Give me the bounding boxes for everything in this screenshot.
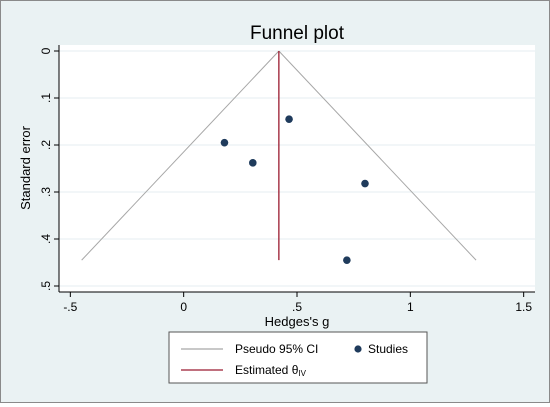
x-axis-label: Hedges's g [265,314,330,329]
legend-estimate-subscript: IV [298,369,306,378]
study-point-4 [343,256,351,264]
legend-studies-swatch [354,345,362,353]
grid-lines [59,50,535,287]
y-tick-label-5: .5 [39,281,53,291]
y-tick-label-1: .1 [39,93,53,103]
y-tick-label-0: 0 [39,47,53,54]
pseudo-ci-line-right [278,50,477,261]
study-point-0 [220,138,229,147]
x-tick-label-3: 1 [407,300,414,314]
plot-marks [81,50,477,264]
legend-ci-label: Pseudo 95% CI [235,342,318,356]
x-tick-label-4: 1.5 [515,300,532,314]
y-axis-label: Standard error [18,125,33,209]
legend-studies-label: Studies [368,342,408,356]
x-tick-label-0: -.5 [63,300,77,314]
legend-estimate-label: Estimated θIV [235,363,307,378]
y-tick-label-2: .2 [39,140,53,150]
x-tick-label-2: .5 [292,300,302,314]
y-tick-label-3: .3 [39,187,53,197]
plot-area [59,45,535,292]
legend-estimate-text: Estimated θ [235,363,299,377]
study-point-1 [249,159,257,167]
chart-title: Funnel plot [250,23,345,44]
study-point-3 [361,179,369,188]
legend: Pseudo 95% CI Studies Estimated θIV [168,331,428,384]
legend-box [168,331,428,384]
x-axis-ticks: -.5 0 .5 1 1.5 [63,292,532,314]
study-point-2 [285,115,293,123]
y-axis-ticks: 0 .1 .2 .3 .4 .5 [39,47,59,291]
y-tick-label-4: .4 [39,234,53,244]
x-tick-label-1: 0 [180,300,187,314]
pseudo-ci-line-left [81,50,280,261]
